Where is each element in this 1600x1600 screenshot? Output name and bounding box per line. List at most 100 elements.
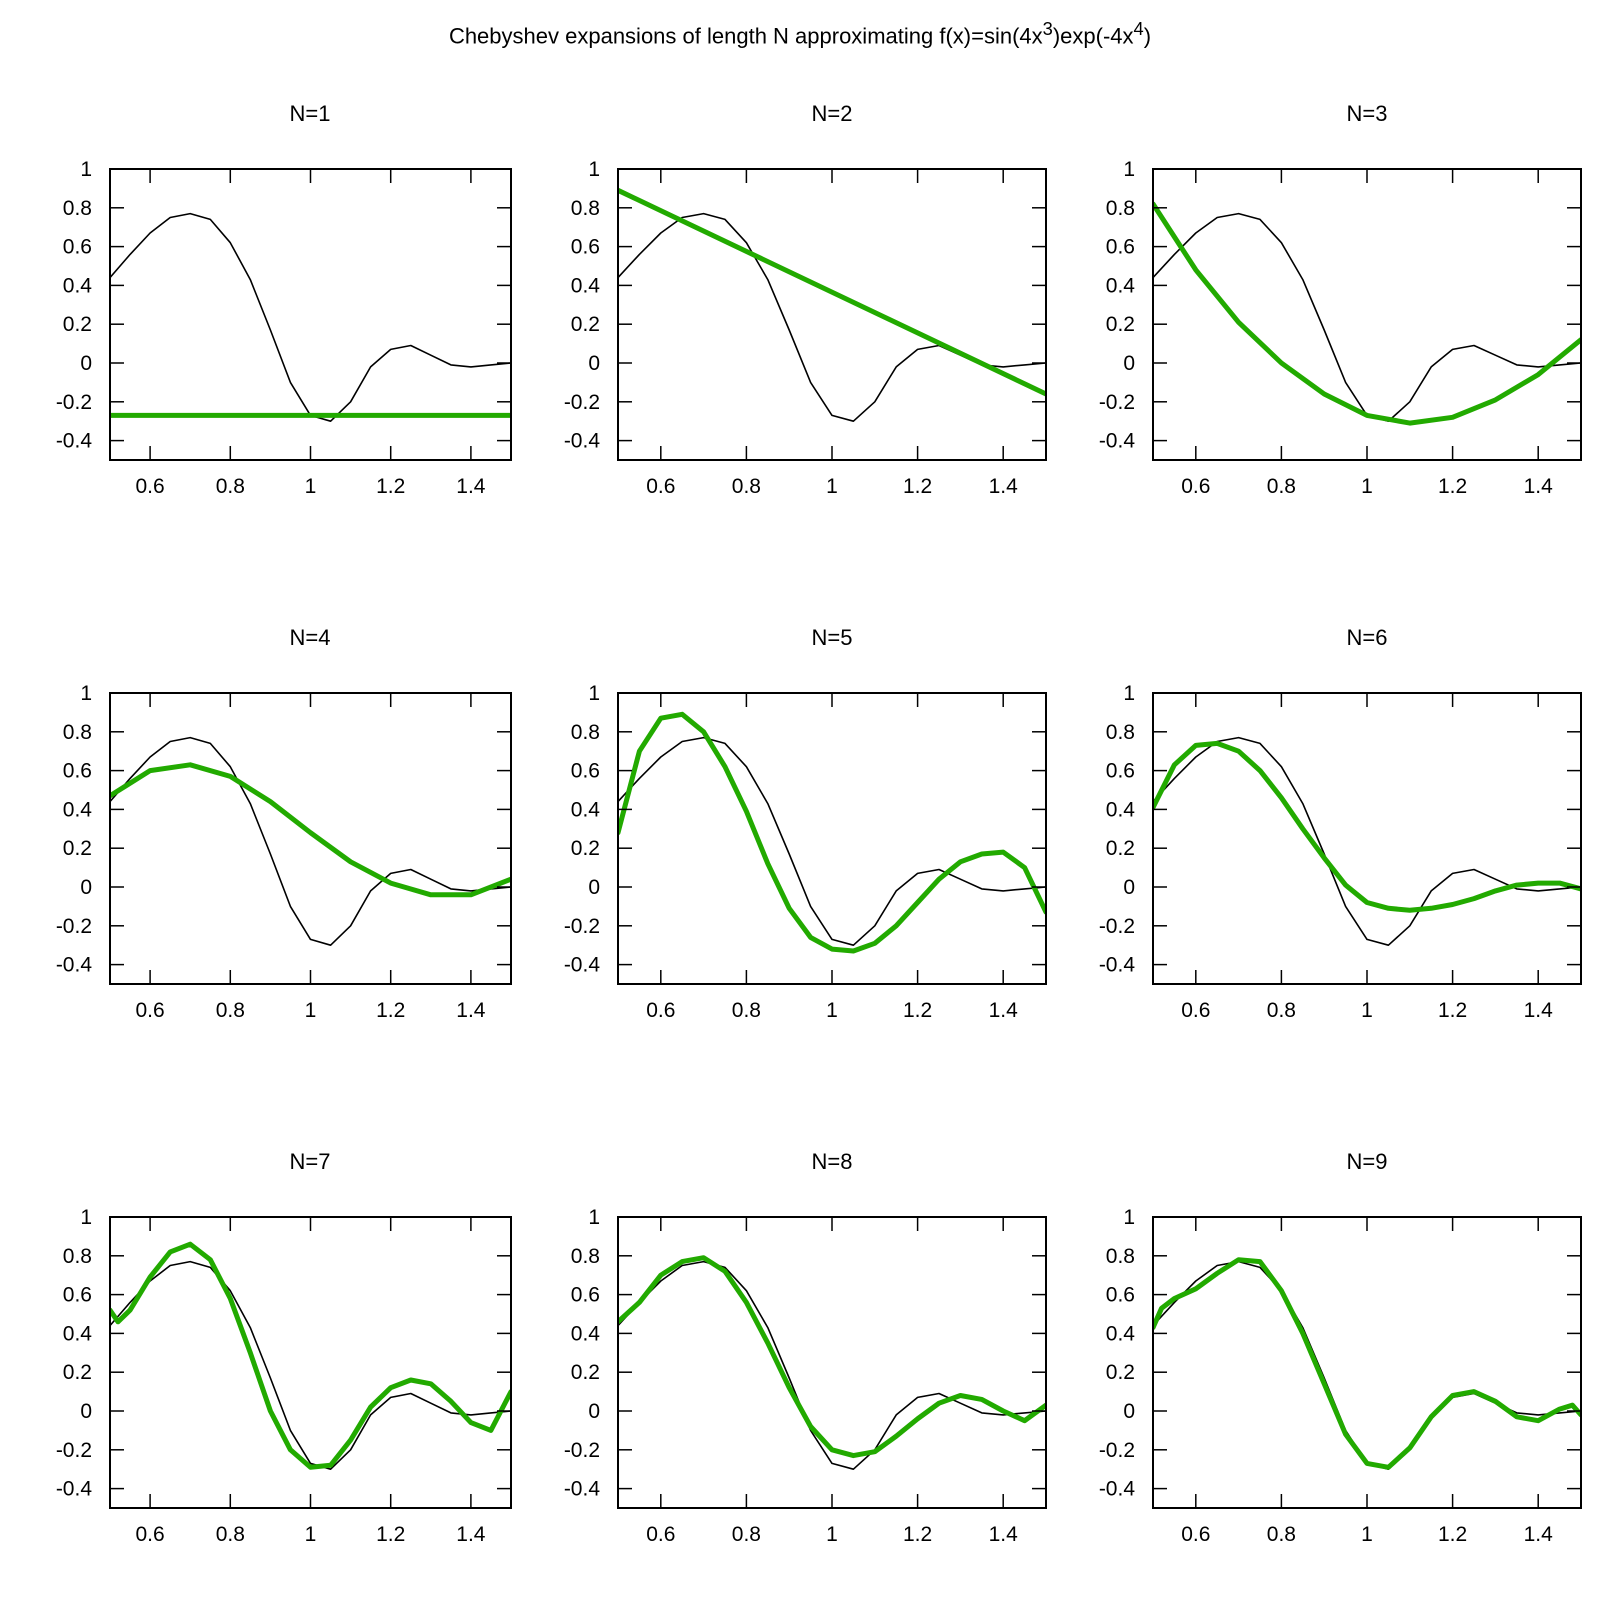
x-tick-label: 1.2 — [376, 475, 405, 498]
x-tick-label: 1 — [1361, 1523, 1373, 1546]
x-tick-label: 1.4 — [456, 1523, 486, 1546]
x-tick-label: 1.2 — [903, 475, 932, 498]
x-tick-label: 0.8 — [1267, 999, 1296, 1022]
y-tick-label: 0.8 — [571, 1245, 600, 1268]
y-tick-label: -0.4 — [56, 1478, 93, 1501]
y-tick-label: 0.4 — [571, 274, 601, 297]
y-tick-label: -0.4 — [1099, 1478, 1136, 1501]
chebyshev-approx-line — [110, 1241, 511, 1470]
chebyshev-approx-line — [618, 187, 1046, 397]
chart-panel: N=5 0.6 0.8 1 1.2 1.4 1 0.8 0.6 0.4 0.2 0 -0.2 -0.4 — [564, 625, 1047, 1022]
y-tick-label: 1 — [588, 1206, 600, 1229]
y-tick-label: 1 — [1123, 158, 1135, 181]
chart-panel: N=9 0.6 0.8 1 1.2 1.4 1 0.8 0.6 0.4 0.2 0 -0.2 -0.4 — [1099, 1149, 1582, 1546]
chebyshev-approx-line — [110, 762, 511, 898]
x-tick-label: 1 — [1361, 999, 1373, 1022]
exact-function-line — [1153, 736, 1581, 947]
title-text-3: ) — [1143, 23, 1152, 49]
y-tick-label: 0.6 — [63, 1284, 92, 1307]
panel-title: N=4 — [290, 625, 331, 650]
y-tick-label: 0.8 — [63, 721, 92, 744]
x-tick-label: 0.6 — [1181, 475, 1210, 498]
y-tick-label: -0.2 — [56, 915, 92, 938]
x-tick-label: 0.8 — [732, 1523, 761, 1546]
x-tick-label: 1 — [826, 1523, 838, 1546]
y-tick-label: 0 — [80, 876, 92, 899]
chart-panel: N=3 0.6 0.8 1 1.2 1.4 1 0.8 0.6 0.4 0.2 0 -0.2 -0.4 — [1099, 101, 1582, 498]
y-tick-label: -0.2 — [1099, 1439, 1135, 1462]
y-tick-label: -0.4 — [56, 954, 93, 977]
y-tick-label: 0.4 — [63, 274, 93, 297]
exact-function-line — [1153, 1260, 1581, 1470]
y-tick-label: 0.2 — [571, 1361, 600, 1384]
x-tick-label: 0.8 — [1267, 475, 1296, 498]
y-tick-label: 0.2 — [63, 313, 92, 336]
y-tick-label: -0.2 — [564, 391, 600, 414]
y-tick-label: 0.6 — [63, 760, 92, 783]
x-tick-label: 1.2 — [1438, 999, 1467, 1022]
chart-panel: N=4 0.6 0.8 1 1.2 1.4 1 0.8 0.6 0.4 0.2 0 -0.2 -0.4 — [56, 625, 512, 1022]
y-tick-label: 0.6 — [1106, 236, 1135, 259]
x-tick-label: 1.2 — [376, 999, 405, 1022]
exact-function-line — [110, 736, 511, 947]
exact-function-line — [618, 1260, 1046, 1470]
chebyshev-approx-line — [618, 711, 1046, 954]
x-tick-label: 0.8 — [216, 999, 245, 1022]
panel-title: N=9 — [1347, 1149, 1388, 1174]
y-tick-label: 0 — [80, 1400, 92, 1423]
y-tick-label: 0 — [1123, 352, 1135, 375]
y-tick-label: -0.2 — [564, 1439, 600, 1462]
x-tick-label: 1.4 — [456, 475, 486, 498]
x-tick-label: 1.4 — [1524, 999, 1554, 1022]
y-tick-label: 1 — [588, 682, 600, 705]
chart-panel: N=1 0.6 0.8 1 1.2 1.4 1 0.8 0.6 0.4 0.2 0 -0.2 -0.4 — [56, 101, 512, 498]
chebyshev-approx-line — [1153, 201, 1581, 426]
y-tick-label: 0.6 — [63, 236, 92, 259]
y-tick-label: 0.8 — [1106, 197, 1135, 220]
panel-title: N=8 — [812, 1149, 853, 1174]
plot-frame — [617, 168, 1047, 461]
x-tick-label: 1.2 — [903, 1523, 932, 1546]
x-tick-label: 0.8 — [732, 999, 761, 1022]
title-superscript-2: 4 — [1133, 18, 1144, 39]
y-tick-label: 0.4 — [571, 1322, 601, 1345]
x-tick-label: 0.6 — [135, 999, 164, 1022]
x-tick-label: 1.2 — [1438, 1523, 1467, 1546]
chebyshev-approx-line — [618, 1255, 1046, 1459]
title-superscript-1: 3 — [1042, 18, 1053, 39]
y-tick-label: 0 — [588, 1400, 600, 1423]
y-tick-label: 0.8 — [1106, 1245, 1135, 1268]
exact-function-line — [110, 1260, 511, 1470]
chart-panel: N=8 0.6 0.8 1 1.2 1.4 1 0.8 0.6 0.4 0.2 0 -0.2 -0.4 — [564, 1149, 1047, 1546]
x-tick-label: 1 — [1361, 475, 1373, 498]
panel-title: N=5 — [812, 625, 853, 650]
x-tick-label: 1 — [305, 1523, 317, 1546]
x-tick-label: 0.6 — [646, 475, 675, 498]
y-tick-label: 0 — [588, 352, 600, 375]
y-tick-label: 1 — [80, 1206, 92, 1229]
y-tick-label: -0.4 — [564, 430, 601, 453]
y-tick-label: 0.2 — [63, 837, 92, 860]
chebyshev-approx-line — [1153, 740, 1581, 913]
y-tick-label: 0.8 — [63, 1245, 92, 1268]
exact-function-line — [618, 736, 1046, 947]
y-tick-label: 0.6 — [1106, 1284, 1135, 1307]
x-tick-label: 1.4 — [989, 999, 1019, 1022]
panel-title: N=7 — [290, 1149, 331, 1174]
x-tick-label: 0.6 — [1181, 999, 1210, 1022]
x-tick-label: 1.4 — [456, 999, 486, 1022]
y-tick-label: 0.6 — [571, 1284, 600, 1307]
y-tick-label: 1 — [1123, 682, 1135, 705]
y-tick-label: -0.2 — [56, 1439, 92, 1462]
y-tick-label: -0.2 — [56, 391, 92, 414]
y-tick-label: -0.2 — [564, 915, 600, 938]
x-tick-label: 0.6 — [646, 999, 675, 1022]
y-tick-label: 0.6 — [571, 236, 600, 259]
x-tick-label: 1 — [305, 999, 317, 1022]
y-tick-label: 0.8 — [1106, 721, 1135, 744]
y-tick-label: 0 — [80, 352, 92, 375]
figure-title: Chebyshev expansions of length N approxi… — [0, 18, 1600, 49]
panel-title: N=2 — [812, 101, 853, 126]
panel-title: N=6 — [1347, 625, 1388, 650]
x-tick-label: 0.8 — [216, 475, 245, 498]
